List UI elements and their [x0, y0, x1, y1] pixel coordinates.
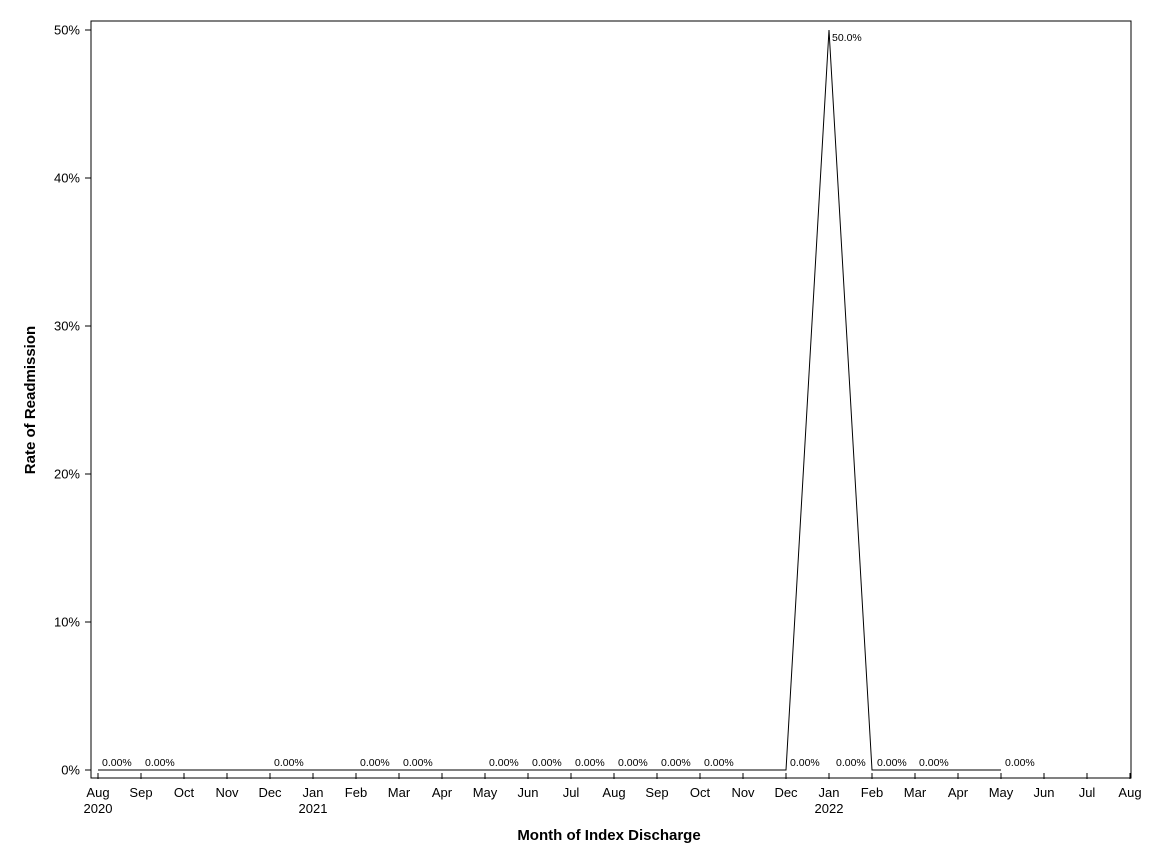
- x-tick-label: Dec: [774, 785, 798, 800]
- data-labels: 0.00% 0.00% 0.00% 0.00% 0.00% 0.00% 0.00% 0.00%…: [102, 32, 1035, 769]
- x-tick-label: Feb: [345, 785, 367, 800]
- x-tick-label: Jan: [303, 785, 324, 800]
- y-tick-label: 10%: [54, 615, 80, 630]
- x-tick-label: Dec: [258, 785, 282, 800]
- x-tick-label: May: [473, 785, 498, 800]
- data-label: 0.00%: [618, 757, 648, 769]
- x-tick-label: Jun: [518, 785, 539, 800]
- data-label: 0.00%: [704, 757, 734, 769]
- x-tick-label: Jul: [563, 785, 580, 800]
- data-label: 50.0%: [832, 32, 862, 44]
- x-tick-label: Jun: [1034, 785, 1055, 800]
- plot-frame: [90, 20, 1132, 779]
- data-label: 0.00%: [877, 757, 907, 769]
- series-line: [98, 29, 1001, 771]
- x-tick-label: Aug: [1118, 785, 1141, 800]
- x-tick-label: Sep: [129, 785, 152, 800]
- data-label: 0.00%: [532, 757, 562, 769]
- series-line-group: [98, 29, 1001, 771]
- x-tick-label: Oct: [690, 785, 711, 800]
- y-axis: 0% 10% 20% 30% 40% 50%: [54, 23, 91, 778]
- x-axis-title: Month of Index Discharge: [517, 827, 700, 844]
- y-tick-label: 30%: [54, 319, 80, 334]
- data-label: 0.00%: [575, 757, 605, 769]
- x-tick-label: Aug: [602, 785, 625, 800]
- y-tick-label: 20%: [54, 467, 80, 482]
- x-tick-label: May: [989, 785, 1014, 800]
- x-tick-label: Mar: [904, 785, 927, 800]
- x-tick-label: Feb: [861, 785, 883, 800]
- data-label: 0.00%: [919, 757, 949, 769]
- x-tick-year-label: 2021: [299, 801, 328, 816]
- data-label: 0.00%: [661, 757, 691, 769]
- x-tick-label: Aug: [86, 785, 109, 800]
- y-tick-label: 40%: [54, 171, 80, 186]
- x-tick-label: Apr: [432, 785, 453, 800]
- x-tick-label: Jan: [819, 785, 840, 800]
- data-label: 0.00%: [489, 757, 519, 769]
- data-label: 0.00%: [836, 757, 866, 769]
- data-label: 0.00%: [403, 757, 433, 769]
- data-label: 0.00%: [360, 757, 390, 769]
- x-tick-label: Sep: [645, 785, 668, 800]
- x-tick-year-label: 2022: [815, 801, 844, 816]
- x-tick-label: Mar: [388, 785, 411, 800]
- data-label: 0.00%: [102, 757, 132, 769]
- y-axis-title: Rate of Readmission: [22, 326, 39, 474]
- x-tick-label: Jul: [1079, 785, 1096, 800]
- y-tick-label: 50%: [54, 23, 80, 38]
- x-tick-year-label: 2020: [84, 801, 113, 816]
- data-label: 0.00%: [145, 757, 175, 769]
- y-tick-label: 0%: [61, 763, 80, 778]
- x-tick-label: Nov: [215, 785, 239, 800]
- data-label: 0.00%: [274, 757, 304, 769]
- x-tick-label: Apr: [948, 785, 969, 800]
- data-label: 0.00%: [1005, 757, 1035, 769]
- x-tick-label: Nov: [731, 785, 755, 800]
- data-label: 0.00%: [790, 757, 820, 769]
- x-tick-label: Oct: [174, 785, 195, 800]
